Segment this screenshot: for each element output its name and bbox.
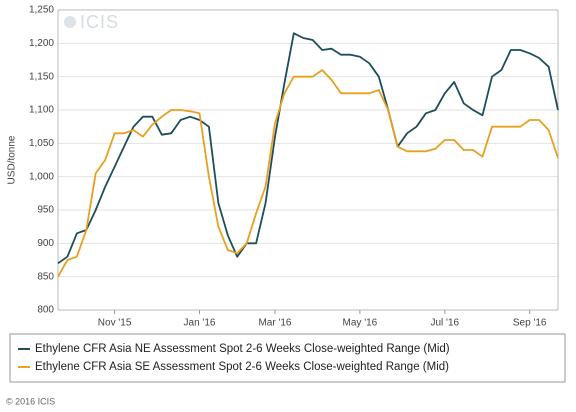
y-tick-label: 1,000 [29, 171, 54, 182]
x-tick-label: Sep '16 [513, 318, 547, 329]
x-tick-label: Jul '16 [430, 318, 459, 329]
x-tick-label: Jan '16 [184, 318, 216, 329]
plot-border [57, 9, 559, 311]
y-tick-label: 1,150 [29, 71, 54, 82]
y-tick-label: 800 [37, 305, 54, 316]
watermark-icon [64, 16, 76, 28]
legend-label: Ethylene CFR Asia NE Assessment Spot 2-6… [35, 343, 450, 355]
y-axis-label: USD/tonne [7, 135, 18, 184]
y-tick-label: 950 [37, 205, 54, 216]
y-tick-label: 1,050 [29, 138, 54, 149]
y-tick-label: 1,100 [29, 105, 54, 116]
y-tick-label: 1,250 [29, 5, 54, 16]
x-tick-label: May '16 [343, 318, 378, 329]
x-tick-label: Mar '16 [258, 318, 291, 329]
x-tick-label: Nov '15 [98, 318, 132, 329]
footer: © 2016 ICIS [6, 396, 55, 406]
y-tick-label: 900 [37, 238, 54, 249]
y-tick-label: 1,200 [29, 38, 54, 49]
series-line [57, 69, 559, 278]
series-line [57, 32, 559, 265]
legend-box [9, 333, 566, 383]
watermark: ICIS [80, 12, 119, 32]
y-tick-label: 850 [37, 271, 54, 282]
legend-label: Ethylene CFR Asia SE Assessment Spot 2-6… [35, 361, 449, 373]
